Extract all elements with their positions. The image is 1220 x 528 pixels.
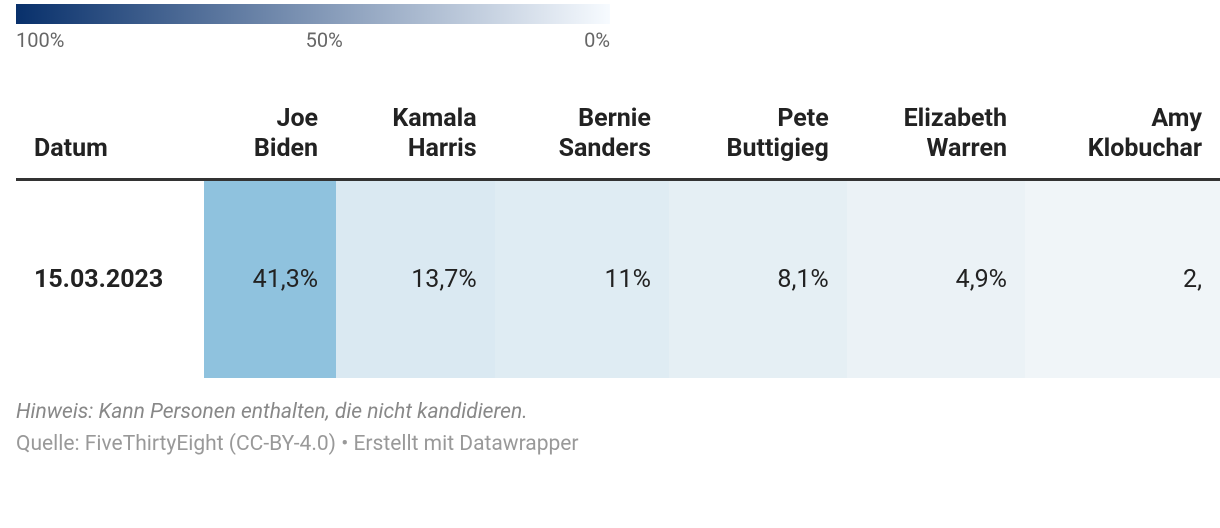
legend-labels: 100% 50% 0% bbox=[16, 28, 610, 52]
row-date: 15.03.2023 bbox=[16, 180, 204, 378]
heatmap-cell: 41,3% bbox=[204, 180, 337, 378]
legend-label-min: 0% bbox=[584, 28, 610, 52]
footnote-text: Hinweis: Kann Personen enthalten, die ni… bbox=[16, 400, 1220, 424]
column-header-candidate: Bernie Sanders bbox=[495, 92, 669, 180]
column-header-candidate: Amy Klobuchar bbox=[1025, 92, 1220, 180]
heatmap-cell: 4,9% bbox=[847, 180, 1025, 378]
poll-heatmap-table: DatumJoe BidenKamala HarrisBernie Sander… bbox=[16, 92, 1220, 378]
legend-label-mid: 50% bbox=[306, 28, 343, 52]
column-header-candidate: Elizabeth Warren bbox=[847, 92, 1025, 180]
color-legend: 100% 50% 0% bbox=[16, 4, 1220, 52]
source-text: Quelle: FiveThirtyEight (CC-BY-4.0) • Er… bbox=[16, 432, 1220, 456]
heatmap-cell: 2, bbox=[1025, 180, 1220, 378]
legend-gradient-bar bbox=[16, 4, 610, 24]
column-header-candidate: Joe Biden bbox=[204, 92, 337, 180]
table-row: 15.03.202341,3%13,7%11%8,1%4,9%2, bbox=[16, 180, 1220, 378]
heatmap-cell: 13,7% bbox=[336, 180, 495, 378]
legend-label-max: 100% bbox=[16, 28, 64, 52]
heatmap-cell: 11% bbox=[495, 180, 669, 378]
column-header-candidate: Pete Buttigieg bbox=[669, 92, 847, 180]
column-header-date: Datum bbox=[16, 92, 204, 180]
heatmap-cell: 8,1% bbox=[669, 180, 847, 378]
column-header-candidate: Kamala Harris bbox=[336, 92, 495, 180]
